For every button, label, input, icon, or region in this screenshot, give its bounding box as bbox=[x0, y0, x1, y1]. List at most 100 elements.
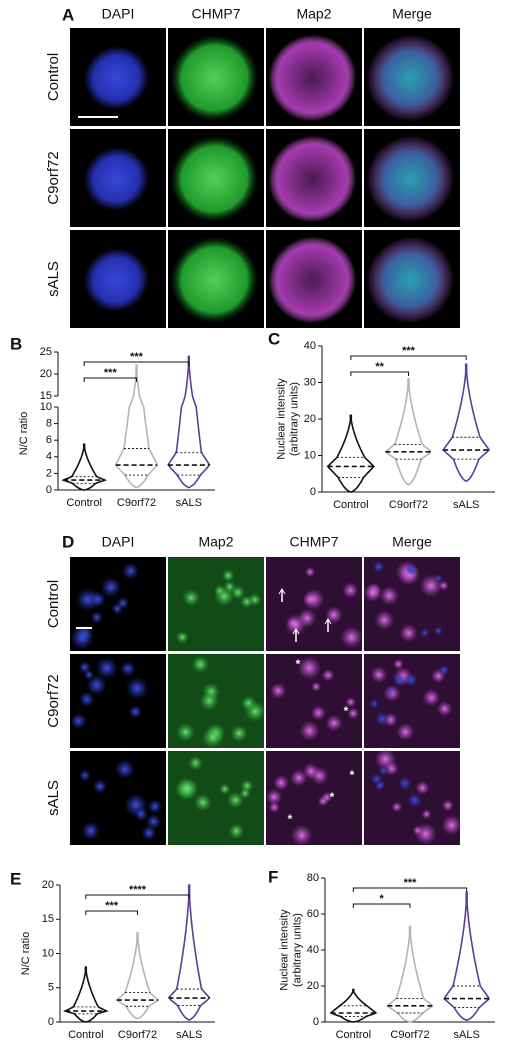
y-axis-label: N/C ratio bbox=[18, 412, 30, 455]
y-tick-label: 40 bbox=[307, 944, 319, 956]
nucleus bbox=[321, 668, 335, 682]
significance-label: ** bbox=[375, 361, 384, 373]
nucleus bbox=[240, 779, 254, 793]
nucleus bbox=[95, 656, 118, 680]
significance-label: *** bbox=[105, 900, 119, 912]
significance-label: *** bbox=[104, 367, 118, 379]
y-tick-label: 40 bbox=[304, 340, 316, 352]
nucleus bbox=[438, 664, 450, 676]
cell bbox=[84, 46, 149, 110]
nucleus bbox=[321, 791, 333, 803]
panel-letter: E bbox=[10, 869, 21, 888]
cell bbox=[170, 34, 259, 122]
panel-letter: F bbox=[268, 867, 278, 886]
violin bbox=[115, 364, 158, 489]
nucleus bbox=[188, 755, 203, 771]
cell bbox=[268, 135, 357, 223]
nucleus bbox=[265, 788, 283, 806]
nucleus bbox=[345, 696, 357, 708]
y-tick-label: 8 bbox=[46, 418, 52, 430]
y-tick-label: 10 bbox=[304, 449, 316, 461]
nucleus bbox=[404, 673, 418, 687]
marker: * bbox=[296, 657, 301, 671]
y-axis-label: (arbitrary units) bbox=[288, 382, 300, 456]
y-tick-label: 20 bbox=[42, 879, 54, 891]
cell bbox=[366, 34, 455, 122]
nucleus bbox=[297, 656, 322, 680]
nucleus bbox=[436, 700, 453, 717]
nucleus bbox=[92, 779, 108, 794]
y-tick-label: 20 bbox=[40, 368, 52, 380]
nucleus bbox=[147, 799, 163, 814]
nucleus bbox=[441, 814, 462, 836]
panel-letter: C bbox=[268, 329, 280, 348]
cell bbox=[84, 248, 149, 312]
nucleus bbox=[379, 585, 400, 606]
nucleus bbox=[81, 821, 101, 841]
nucleus bbox=[422, 688, 441, 707]
violin bbox=[168, 884, 211, 1021]
significance-label: *** bbox=[402, 345, 416, 357]
x-tick-label: Control bbox=[68, 1029, 103, 1041]
violin bbox=[326, 414, 376, 493]
x-tick-label: C9orf72 bbox=[390, 1029, 429, 1041]
nucleus bbox=[419, 627, 430, 638]
y-axis-label: (arbitrary units) bbox=[291, 913, 303, 987]
y-tick-label: 30 bbox=[304, 376, 316, 388]
nucleus bbox=[70, 626, 94, 651]
row-label: Control bbox=[45, 53, 62, 101]
nucleus bbox=[175, 777, 199, 800]
column-header: Merge bbox=[392, 534, 432, 550]
row-label: C9orf72 bbox=[45, 151, 62, 204]
significance-bracket bbox=[85, 894, 190, 899]
nucleus bbox=[421, 809, 432, 820]
arrow-head bbox=[324, 618, 332, 625]
y-axis-label: Nuclear intensity bbox=[278, 909, 290, 991]
panel-letter: A bbox=[62, 5, 74, 24]
nucleus bbox=[374, 610, 395, 631]
cell bbox=[268, 236, 357, 324]
marker: * bbox=[344, 704, 349, 718]
y-tick-label: 25 bbox=[40, 346, 52, 358]
nucleus bbox=[340, 626, 363, 649]
nucleus bbox=[392, 673, 407, 688]
violin bbox=[442, 363, 491, 482]
significance-label: **** bbox=[129, 884, 147, 896]
cell bbox=[366, 236, 455, 324]
y-tick-label: 0 bbox=[48, 1016, 54, 1028]
nucleus bbox=[304, 566, 316, 578]
nucleus bbox=[213, 586, 235, 607]
column-header: Merge bbox=[392, 6, 432, 22]
x-tick-label: Control bbox=[66, 497, 101, 509]
nucleus bbox=[396, 722, 415, 741]
nucleus bbox=[433, 626, 444, 636]
nucleus bbox=[120, 660, 136, 677]
cell bbox=[84, 147, 149, 211]
nucleus bbox=[125, 676, 149, 700]
nucleus bbox=[269, 682, 287, 700]
nucleus bbox=[372, 560, 385, 573]
nucleus bbox=[122, 562, 140, 580]
column-header: Map2 bbox=[296, 6, 331, 22]
x-tick-label: sALS bbox=[176, 497, 202, 509]
y-tick-label: 5 bbox=[48, 982, 54, 994]
nucleus bbox=[244, 700, 267, 723]
violin bbox=[385, 378, 432, 486]
nucleus bbox=[230, 724, 248, 743]
x-tick-label: C9orf72 bbox=[389, 499, 428, 511]
x-tick-label: C9orf72 bbox=[118, 1029, 157, 1041]
nucleus bbox=[85, 674, 107, 696]
nucleus bbox=[324, 606, 343, 624]
nucleus bbox=[325, 714, 343, 732]
nucleus bbox=[441, 799, 454, 812]
nucleus bbox=[363, 583, 382, 603]
nucleus bbox=[310, 766, 329, 785]
nucleus bbox=[228, 822, 245, 840]
arrow-head bbox=[292, 628, 300, 635]
nucleus bbox=[219, 783, 231, 795]
nucleus bbox=[193, 793, 212, 812]
nucleus bbox=[273, 774, 290, 791]
column-header: Map2 bbox=[198, 534, 233, 550]
nucleus bbox=[100, 576, 122, 598]
significance-bracket bbox=[83, 361, 190, 366]
